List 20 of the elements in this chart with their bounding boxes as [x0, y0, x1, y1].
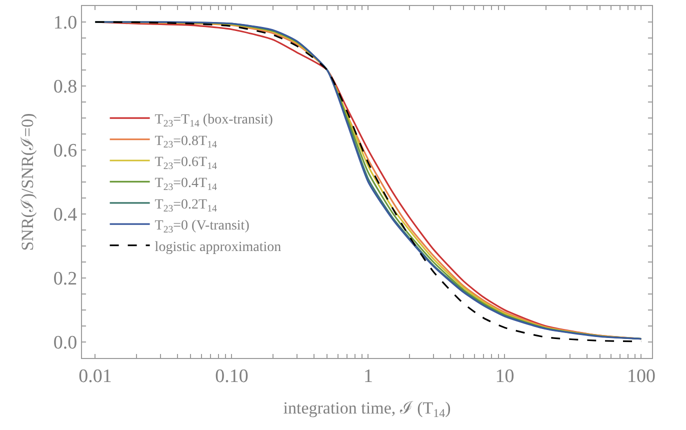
legend-label: T$_{23}$=0.6T$_{14}$: [154, 154, 218, 172]
y-tick-label: 0.6: [53, 140, 78, 162]
y-tick-label: 0.8: [53, 76, 78, 98]
x-axis-title: integration time, ℐ (T$_{14}$): [283, 398, 451, 420]
legend-label: T$_{23}$=0 (V-transit): [154, 218, 250, 236]
legend-label: T$_{23}$=0.4T$_{14}$: [154, 176, 218, 194]
y-axis-title: SNR(ℐ)/SNR(ℐ=0): [18, 113, 37, 251]
x-tick-label: 100: [626, 366, 656, 387]
x-tick-label: 0.10: [215, 366, 248, 387]
y-tick-label: 0.4: [53, 204, 78, 226]
legend-label: logistic approximation: [154, 240, 282, 255]
legend-label: T$_{23}$=0.8T$_{14}$: [154, 134, 218, 151]
x-tick-label: 1: [363, 366, 373, 387]
legend-label: T$_{23}$=T$_{14}$ (box-transit): [154, 112, 274, 130]
x-tick-label: 0.01: [78, 366, 112, 387]
x-tick-label: 10: [495, 366, 514, 387]
y-tick-label: 0.0: [53, 332, 78, 354]
y-tick-label: 0.2: [53, 268, 78, 290]
y-tick-label: 1.0: [53, 12, 78, 34]
legend-label: T$_{23}$=0.2T$_{14}$: [154, 197, 218, 214]
